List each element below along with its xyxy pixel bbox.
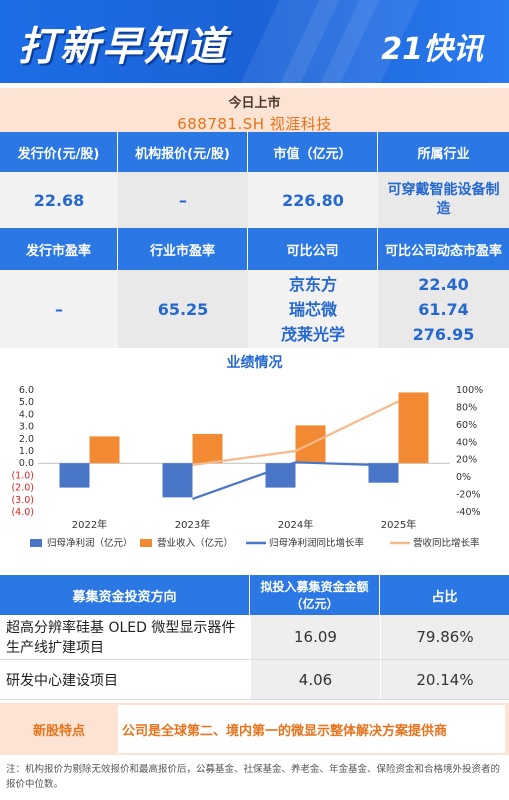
revenue-growth-line <box>192 400 399 467</box>
net-profit-bar <box>162 463 193 498</box>
feature-text: 公司是全球第二、境内第一的微显示整体解决方案提供商 <box>118 705 505 753</box>
category-label: 2022年 <box>72 518 107 531</box>
chart-title: 业绩情况 <box>226 355 283 371</box>
net-profit-growth-line <box>192 461 399 500</box>
ipo-header: 今日上市 688781.SH 视涯科技 <box>0 88 509 133</box>
stock-name: 688781.SH 视涯科技 <box>177 115 332 133</box>
fund-project-name: 研发中心建设项目 <box>0 660 250 700</box>
header-inst-quote: 机构报价(元/股) <box>118 132 248 172</box>
table2-header: 发行市盈率 行业市盈率 可比公司 可比公司动态市盈率 <box>0 228 509 270</box>
net-profit-bar <box>368 463 399 483</box>
inst-quote-value: – <box>118 172 248 228</box>
category-label: 2025年 <box>381 518 416 531</box>
fund-amount: 16.09 <box>250 615 380 660</box>
legend-label: 归母净利润同比增长率 <box>269 537 365 549</box>
fund-row: 超高分辨率硅基 OLED 微型显示器件生产线扩建项目 16.09 79.86% <box>0 615 509 660</box>
revenue-bar <box>398 392 429 464</box>
fund-ratio: 79.86% <box>380 615 509 660</box>
header-industry-pe: 行业市盈率 <box>118 228 248 270</box>
comparable-name: 瑞芯微 <box>288 299 337 319</box>
left-tick-label: 6.0 <box>19 385 34 396</box>
left-tick-label: 1.0 <box>19 446 34 457</box>
right-tick-label: -20% <box>456 490 481 501</box>
legend-swatch <box>30 539 42 547</box>
left-tick-label: 4.0 <box>19 409 34 420</box>
comparable-pe: 61.74 <box>418 299 469 319</box>
left-tick-label: 2.0 <box>19 434 34 445</box>
header-industry: 所属行业 <box>378 132 509 172</box>
header-comparables: 可比公司 <box>248 228 378 270</box>
revenue-bar <box>192 433 223 464</box>
fund-project-name: 超高分辨率硅基 OLED 微型显示器件生产线扩建项目 <box>0 615 250 660</box>
comparable-pe: 276.95 <box>412 324 475 344</box>
left-tick-label: 3.0 <box>19 422 34 433</box>
legend-label: 归母净利润（亿元） <box>47 537 133 549</box>
comparable-pe: 22.40 <box>418 274 469 294</box>
left-tick-label: (1.0) <box>11 470 34 481</box>
brand-logo: 21快讯 <box>381 24 483 68</box>
header-fund-amount: 拟投入募集资金金额（亿元） <box>250 575 380 615</box>
revenue-bar <box>89 436 120 464</box>
header-market-cap: 市值（亿元） <box>248 132 378 172</box>
left-tick-label: 0.0 <box>19 458 34 469</box>
industry-pe-value: 65.25 <box>118 270 248 348</box>
feature-box: 新股特点 公司是全球第二、境内第一的微显示整体解决方案提供商 <box>0 703 509 755</box>
net-profit-bar <box>59 463 90 488</box>
right-tick-label: 60% <box>456 420 477 431</box>
right-tick-label: 40% <box>456 437 477 448</box>
header-issue-pe: 发行市盈率 <box>0 228 118 270</box>
header-fund-direction: 募集资金投资方向 <box>0 575 250 615</box>
feature-label: 新股特点 <box>32 723 85 739</box>
issue-pe-value: – <box>0 270 118 348</box>
market-cap-value: 226.80 <box>248 172 378 228</box>
header-banner: 打新早知道 21快讯 <box>0 0 509 83</box>
right-tick-label: -40% <box>456 507 481 518</box>
header-issue-price: 发行价(元/股) <box>0 132 118 172</box>
fund-row: 研发中心建设项目 4.06 20.14% <box>0 660 509 700</box>
comparable-pes: 22.40 61.74 276.95 <box>378 270 509 348</box>
brand-text: 21快讯 <box>381 32 483 67</box>
right-tick-label: 100% <box>456 385 483 396</box>
category-label: 2023年 <box>175 518 210 531</box>
right-tick-label: 20% <box>456 455 477 466</box>
table2-values: – 65.25 京东方 瑞芯微 茂莱光学 22.40 61.74 276.95 <box>0 270 509 348</box>
left-tick-label: (3.0) <box>11 495 34 506</box>
category-label: 2024年 <box>278 518 313 531</box>
left-tick-label: 5.0 <box>19 397 34 408</box>
fund-ratio: 20.14% <box>380 660 509 700</box>
header-fund-ratio: 占比 <box>380 575 509 615</box>
industry-value: 可穿戴智能设备制造 <box>378 172 509 228</box>
banner-title: 打新早知道 <box>18 24 228 70</box>
fund-table-header: 募集资金投资方向 拟投入募集资金金额（亿元） 占比 <box>0 575 509 615</box>
legend-swatch <box>140 539 152 547</box>
legend-label: 营收同比增长率 <box>413 537 480 549</box>
left-tick-label: (4.0) <box>11 507 34 518</box>
table1-header: 发行价(元/股) 机构报价(元/股) 市值（亿元） 所属行业 <box>0 132 509 172</box>
performance-chart: 6.05.04.0 3.02.01.00.0(1.0) (2.0)(3.0)(4.0… <box>11 385 483 549</box>
header-comparable-pe: 可比公司动态市盈率 <box>378 228 509 270</box>
footnote: 注：机构报价为剔除无效报价和最高报价后，公募基金、社保基金、养老金、年金基金、保… <box>6 764 501 790</box>
issue-price-value: 22.68 <box>0 172 118 228</box>
legend-label: 营业收入（亿元） <box>157 537 233 549</box>
left-tick-label: (2.0) <box>11 483 34 494</box>
right-tick-label: 80% <box>456 402 477 413</box>
comparable-name: 京东方 <box>288 274 337 294</box>
comparable-names: 京东方 瑞芯微 茂莱光学 <box>248 270 378 348</box>
right-tick-label: 0% <box>456 472 471 483</box>
fund-amount: 4.06 <box>250 660 380 700</box>
table1-values: 22.68 – 226.80 可穿戴智能设备制造 <box>0 172 509 228</box>
comparable-name: 茂莱光学 <box>280 324 345 344</box>
today-listing-label: 今日上市 <box>228 96 281 111</box>
